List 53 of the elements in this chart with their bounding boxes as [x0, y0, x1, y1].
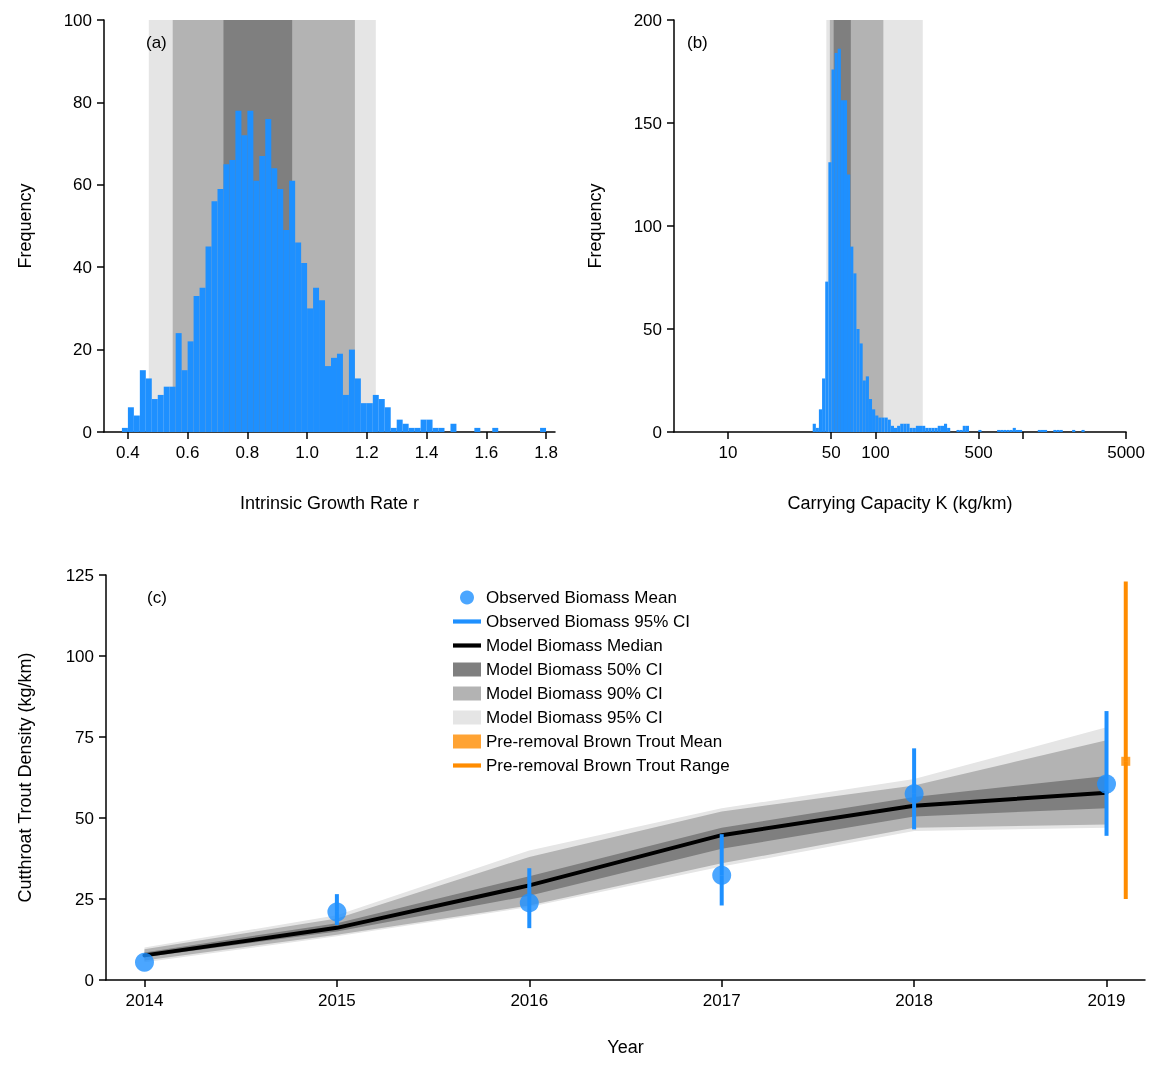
annotation: (b) [687, 33, 708, 52]
y-tick-label: 25 [75, 889, 94, 909]
x-axis-title: Year [607, 1037, 644, 1057]
y-tick-label: 125 [65, 565, 94, 585]
y-tick-label: 50 [643, 319, 662, 339]
annotation: (a) [146, 33, 167, 52]
legend-label: Pre-removal Brown Trout Mean [486, 732, 723, 751]
y-tick-label: 0 [82, 422, 92, 442]
y-tick-label: 80 [73, 92, 92, 112]
annotation: (c) [147, 588, 167, 607]
y-tick-label: 0 [84, 970, 94, 990]
x-tick-label: 2017 [702, 991, 741, 1010]
x-tick-label: 1.0 [295, 443, 319, 462]
legend-label: Pre-removal Brown Trout Range [486, 756, 730, 775]
x-tick-label: 5000 [1107, 443, 1145, 462]
legend-label: Model Biomass Median [486, 636, 663, 655]
y-tick-label: 100 [65, 646, 94, 666]
x-tick-label: 1.2 [355, 443, 379, 462]
y-axis-title: Frequency [585, 183, 605, 269]
legend-label: Observed Biomass Mean [486, 588, 677, 607]
x-axis-title: Intrinsic Growth Rate r [239, 493, 420, 513]
y-tick-label: 0 [652, 422, 662, 442]
y-tick-label: 200 [633, 10, 662, 30]
y-tick-label: 100 [633, 216, 662, 236]
legend-label: Model Biomass 90% CI [486, 684, 663, 703]
x-tick-label: 10 [718, 443, 738, 462]
x-tick-label: 500 [964, 443, 993, 462]
y-tick-label: 75 [75, 727, 94, 747]
x-tick-label: 2018 [895, 991, 934, 1010]
y-tick-label: 60 [73, 175, 92, 195]
x-tick-label: 2015 [317, 991, 356, 1010]
x-tick-label: 100 [861, 443, 890, 462]
legend-label: Model Biomass 95% CI [486, 708, 663, 727]
x-tick-label: 0.6 [175, 443, 200, 462]
x-tick-label: 2014 [125, 991, 164, 1010]
x-tick-label: 2019 [1087, 991, 1126, 1010]
y-tick-label: 50 [75, 808, 94, 828]
x-tick-label: 2016 [510, 991, 549, 1010]
x-tick-label: 1.4 [414, 443, 439, 462]
x-axis-title: Carrying Capacity K (kg/km) [787, 493, 1013, 513]
legend-label: Observed Biomass 95% CI [486, 612, 691, 631]
y-tick-label: 40 [73, 257, 92, 277]
x-tick-label: 0.8 [235, 443, 260, 462]
x-tick-label: 1.6 [474, 443, 499, 462]
y-tick-label: 100 [63, 10, 92, 30]
x-tick-label: 1.8 [534, 443, 558, 462]
y-tick-label: 150 [633, 113, 662, 133]
legend-label: Model Biomass 50% CI [486, 660, 663, 679]
y-axis-title: Cutthroat Trout Density (kg/km) [15, 652, 35, 903]
x-tick-label: 0.4 [116, 443, 140, 462]
y-tick-label: 20 [73, 340, 92, 360]
y-axis-title: Frequency [15, 183, 35, 269]
x-tick-label: 50 [821, 443, 841, 462]
